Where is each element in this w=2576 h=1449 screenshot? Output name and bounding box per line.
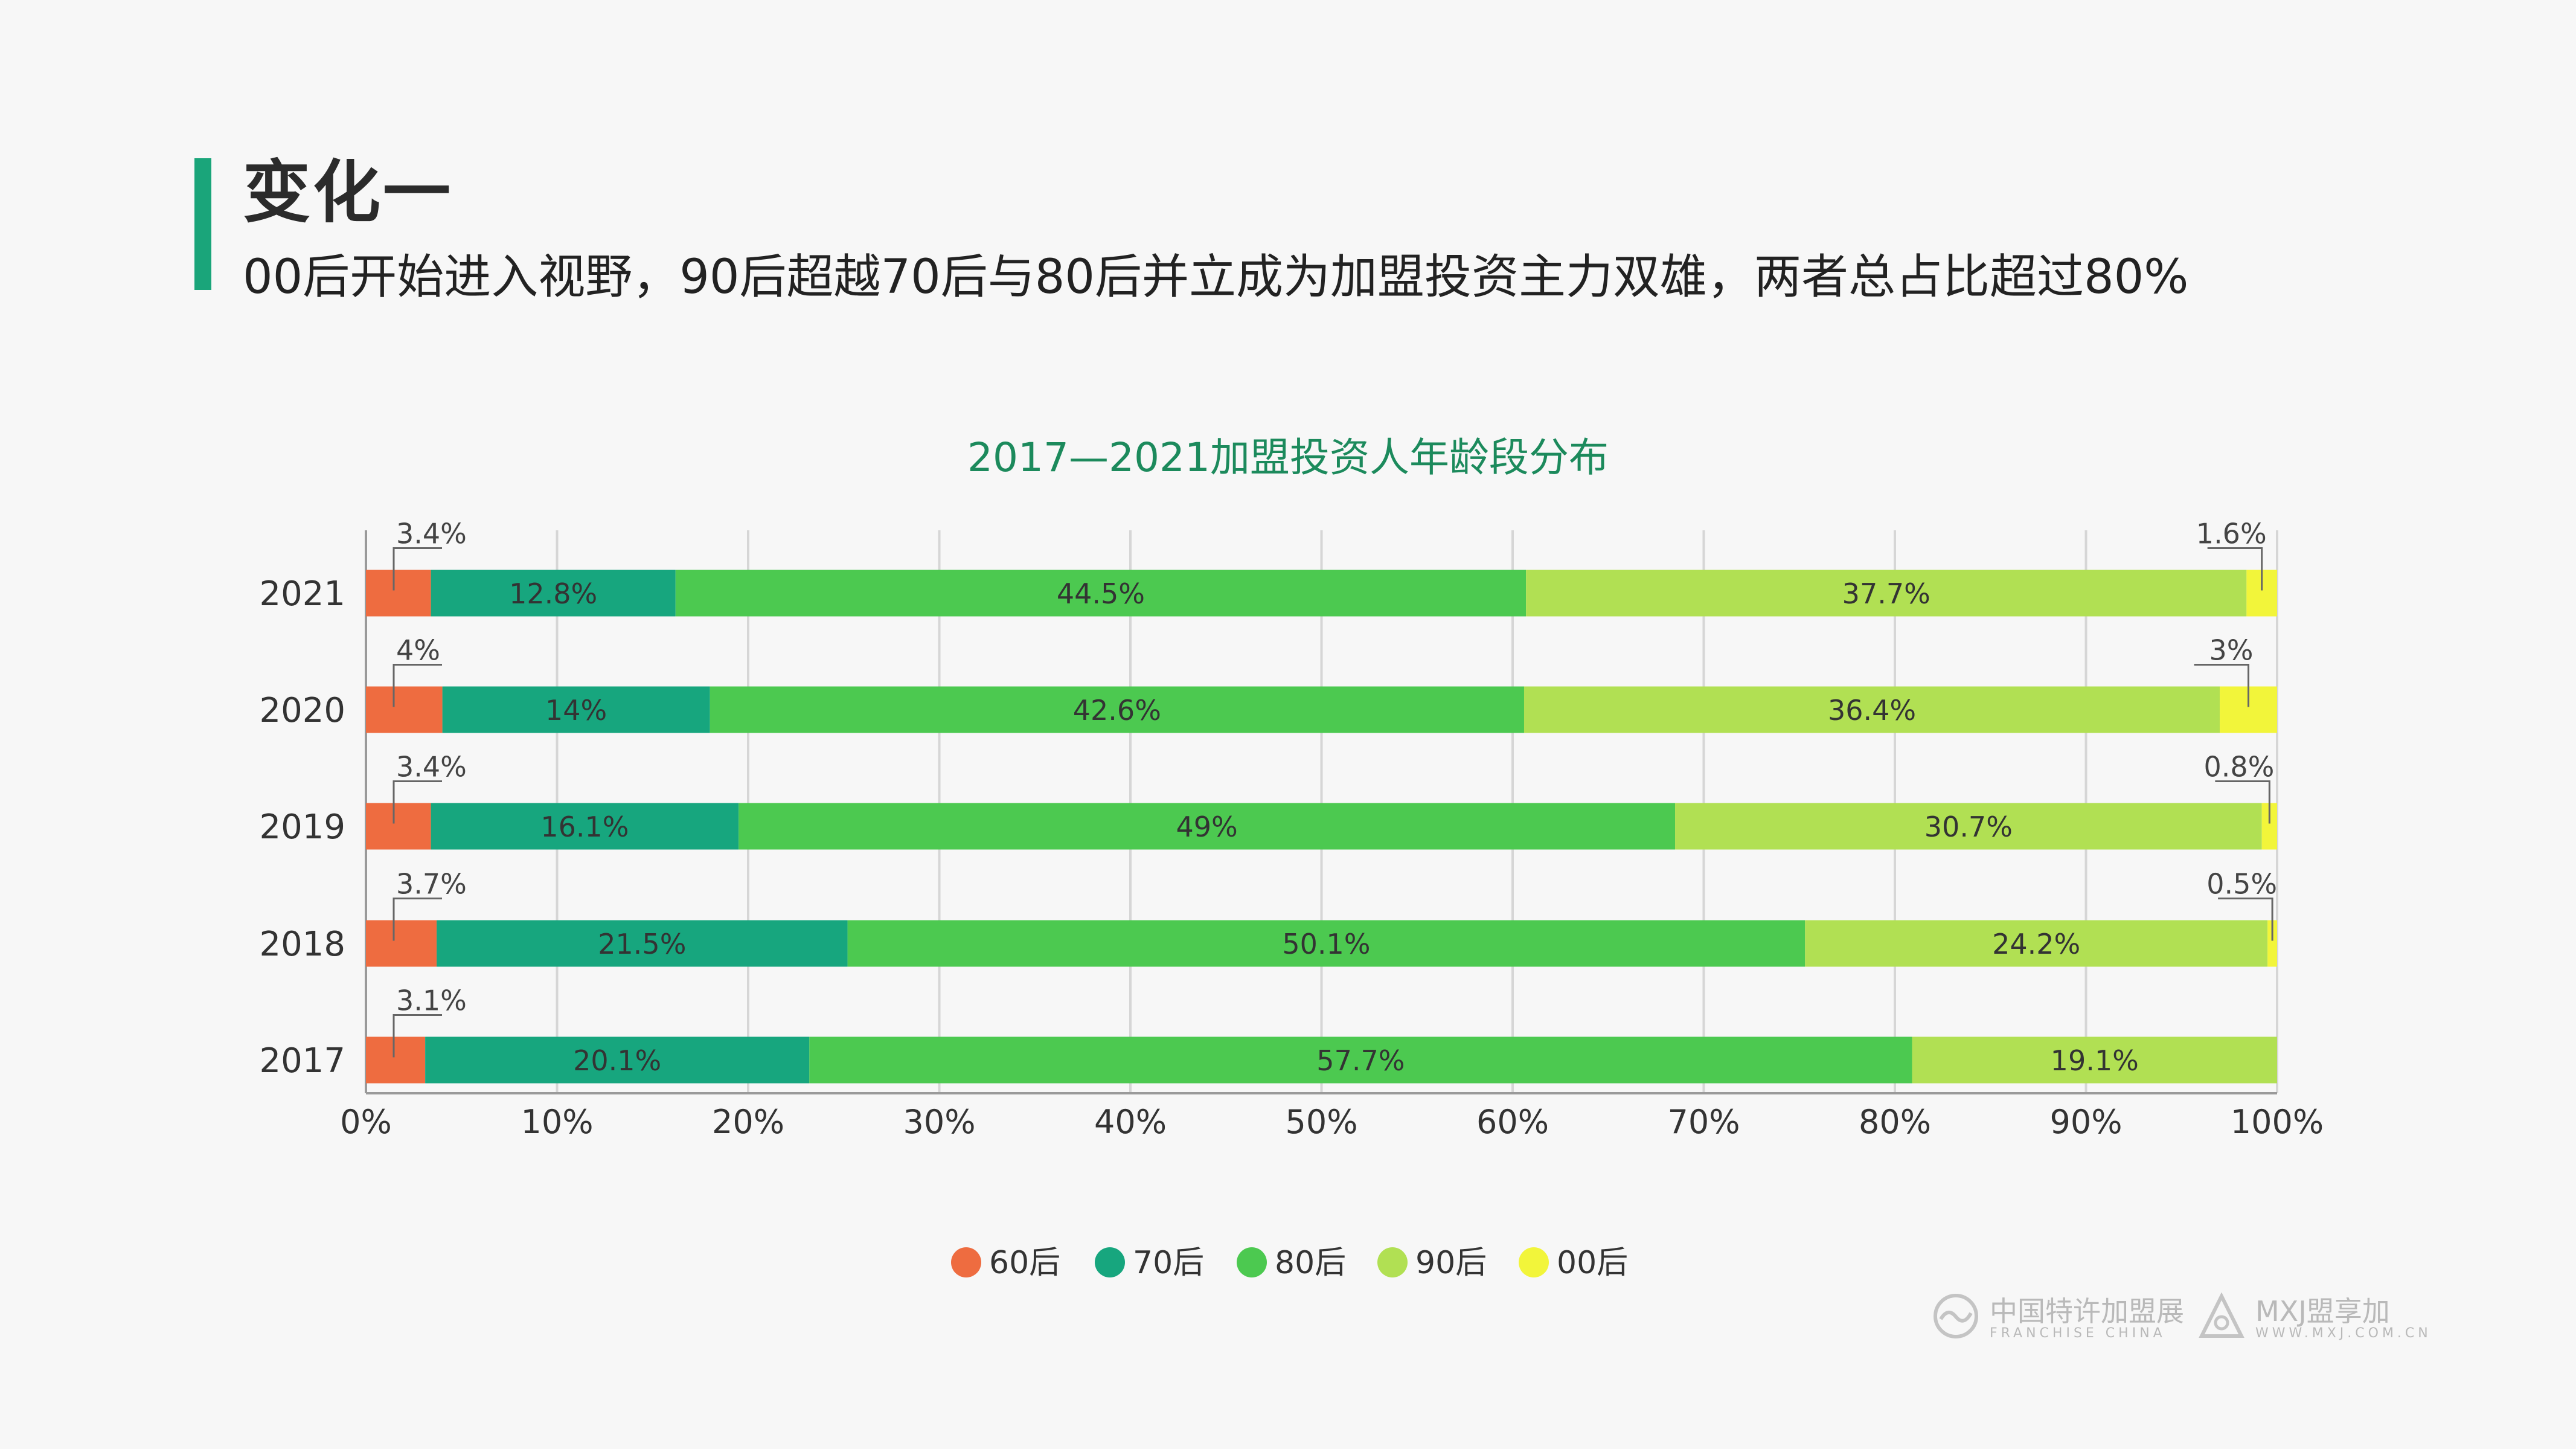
legend-marker <box>1519 1247 1549 1277</box>
data-label: 44.5% <box>1057 577 1145 610</box>
bar-segment <box>2267 920 2277 967</box>
page-subtitle: 00后开始进入视野，90后超越70后与80后并立成为加盟投资主力双雄，两者总占比… <box>243 250 2189 304</box>
data-label-leader <box>392 780 442 824</box>
data-label: 36.4% <box>1828 694 1916 727</box>
data-label: 1.6% <box>2196 518 2267 550</box>
data-label-leader <box>392 664 442 707</box>
watermark-franchise-china-en: FRANCHISE CHINA <box>1990 1326 2166 1341</box>
legend-label: 80后 <box>1275 1245 1346 1281</box>
data-label-leader <box>2218 898 2273 941</box>
bar-segment <box>1523 686 2220 733</box>
data-label: 3.4% <box>396 518 467 550</box>
bar-segment <box>847 920 1805 967</box>
title-accent-bar <box>194 158 211 290</box>
legend-label: 70后 <box>1133 1245 1204 1281</box>
data-label: 3% <box>2209 634 2254 667</box>
data-label: 57.7% <box>1316 1044 1405 1077</box>
bar-segment <box>425 1036 810 1084</box>
legend-label: 00后 <box>1557 1245 1628 1281</box>
bar-segment <box>366 686 443 733</box>
x-tick-label: 10% <box>521 1103 593 1141</box>
data-label-leader <box>2207 547 2263 591</box>
bar-segment <box>437 920 848 967</box>
y-tick-label: 2021 <box>259 574 345 614</box>
x-tick-label: 60% <box>1476 1103 1549 1141</box>
bar-segment <box>366 803 431 850</box>
legend-marker <box>1377 1247 1408 1277</box>
data-label: 20.1% <box>573 1044 661 1077</box>
data-label: 50.1% <box>1282 928 1370 960</box>
bar-segment <box>710 686 1524 733</box>
data-label: 12.8% <box>509 577 597 610</box>
bar-segment <box>366 1036 426 1084</box>
watermark-franchise-china: 中国特许加盟展 FRANCHISE CHINA <box>1990 1290 2184 1341</box>
bar-segment <box>1912 1036 2277 1084</box>
bar-segment <box>1805 920 2268 967</box>
watermark-mxj-cn: MXJ盟享加 <box>2255 1295 2390 1328</box>
data-label-leader <box>392 898 442 941</box>
data-label: 0.5% <box>2206 868 2277 901</box>
legend-label: 90后 <box>1415 1245 1487 1281</box>
data-label: 49% <box>1176 811 1237 843</box>
y-tick-label: 2018 <box>259 925 345 964</box>
data-label: 16.1% <box>540 811 629 843</box>
page-title: 变化一 <box>243 153 453 232</box>
data-label: 3.7% <box>396 868 467 901</box>
data-label: 42.6% <box>1073 694 1161 727</box>
data-label: 21.5% <box>598 928 686 960</box>
x-tick-label: 100% <box>2231 1103 2324 1141</box>
data-label-leader <box>392 1014 442 1058</box>
x-tick-label: 30% <box>903 1103 975 1141</box>
data-label: 24.2% <box>1992 928 2080 960</box>
franchise-china-logo-icon <box>1934 1294 1978 1338</box>
x-tick-label: 0% <box>340 1103 392 1141</box>
data-label: 4% <box>396 634 440 667</box>
watermark-mxj-en: WWW.MXJ.COM.CN <box>2255 1326 2432 1341</box>
x-tick-label: 90% <box>2049 1103 2122 1141</box>
data-label: 0.8% <box>2203 751 2274 783</box>
bar-segment <box>1675 803 2262 850</box>
bar-segment <box>431 803 739 850</box>
data-label: 3.4% <box>396 751 467 783</box>
data-label-leader <box>392 547 442 591</box>
data-label: 3.1% <box>396 985 467 1017</box>
data-label: 37.7% <box>1842 577 1930 610</box>
y-tick-label: 2017 <box>259 1041 345 1081</box>
y-tick-label: 2019 <box>259 808 345 847</box>
x-tick-label: 50% <box>1285 1103 1357 1141</box>
bar-segment <box>675 570 1527 617</box>
x-tick-label: 20% <box>712 1103 784 1141</box>
x-tick-label: 70% <box>1667 1103 1740 1141</box>
data-label-leader <box>2215 780 2270 824</box>
mxj-logo-icon <box>2199 1293 2244 1338</box>
bar-segment <box>442 686 710 733</box>
legend-marker <box>1095 1247 1125 1277</box>
x-tick-label: 80% <box>1859 1103 1931 1141</box>
legend-marker <box>951 1247 981 1277</box>
bar-segment <box>739 803 1676 850</box>
data-label-leader <box>2194 664 2250 707</box>
data-label: 30.7% <box>1924 811 2013 843</box>
bar-segment <box>431 570 676 617</box>
data-label: 14% <box>545 694 607 727</box>
y-tick-label: 2020 <box>259 691 345 730</box>
legend-label: 60后 <box>989 1245 1060 1281</box>
bar-segment <box>366 920 437 967</box>
bar-segment <box>366 570 431 617</box>
watermark-mxj: MXJ盟享加 WWW.MXJ.COM.CN <box>2255 1290 2432 1341</box>
watermark-franchise-china-cn: 中国特许加盟展 <box>1990 1295 2184 1328</box>
bar-segment <box>1526 570 2247 617</box>
chart-title: 2017—2021加盟投资人年龄段分布 <box>967 434 1609 481</box>
data-label: 19.1% <box>2051 1044 2139 1077</box>
x-tick-label: 40% <box>1094 1103 1167 1141</box>
legend-marker <box>1237 1247 1267 1277</box>
bar-segment <box>809 1036 1912 1084</box>
